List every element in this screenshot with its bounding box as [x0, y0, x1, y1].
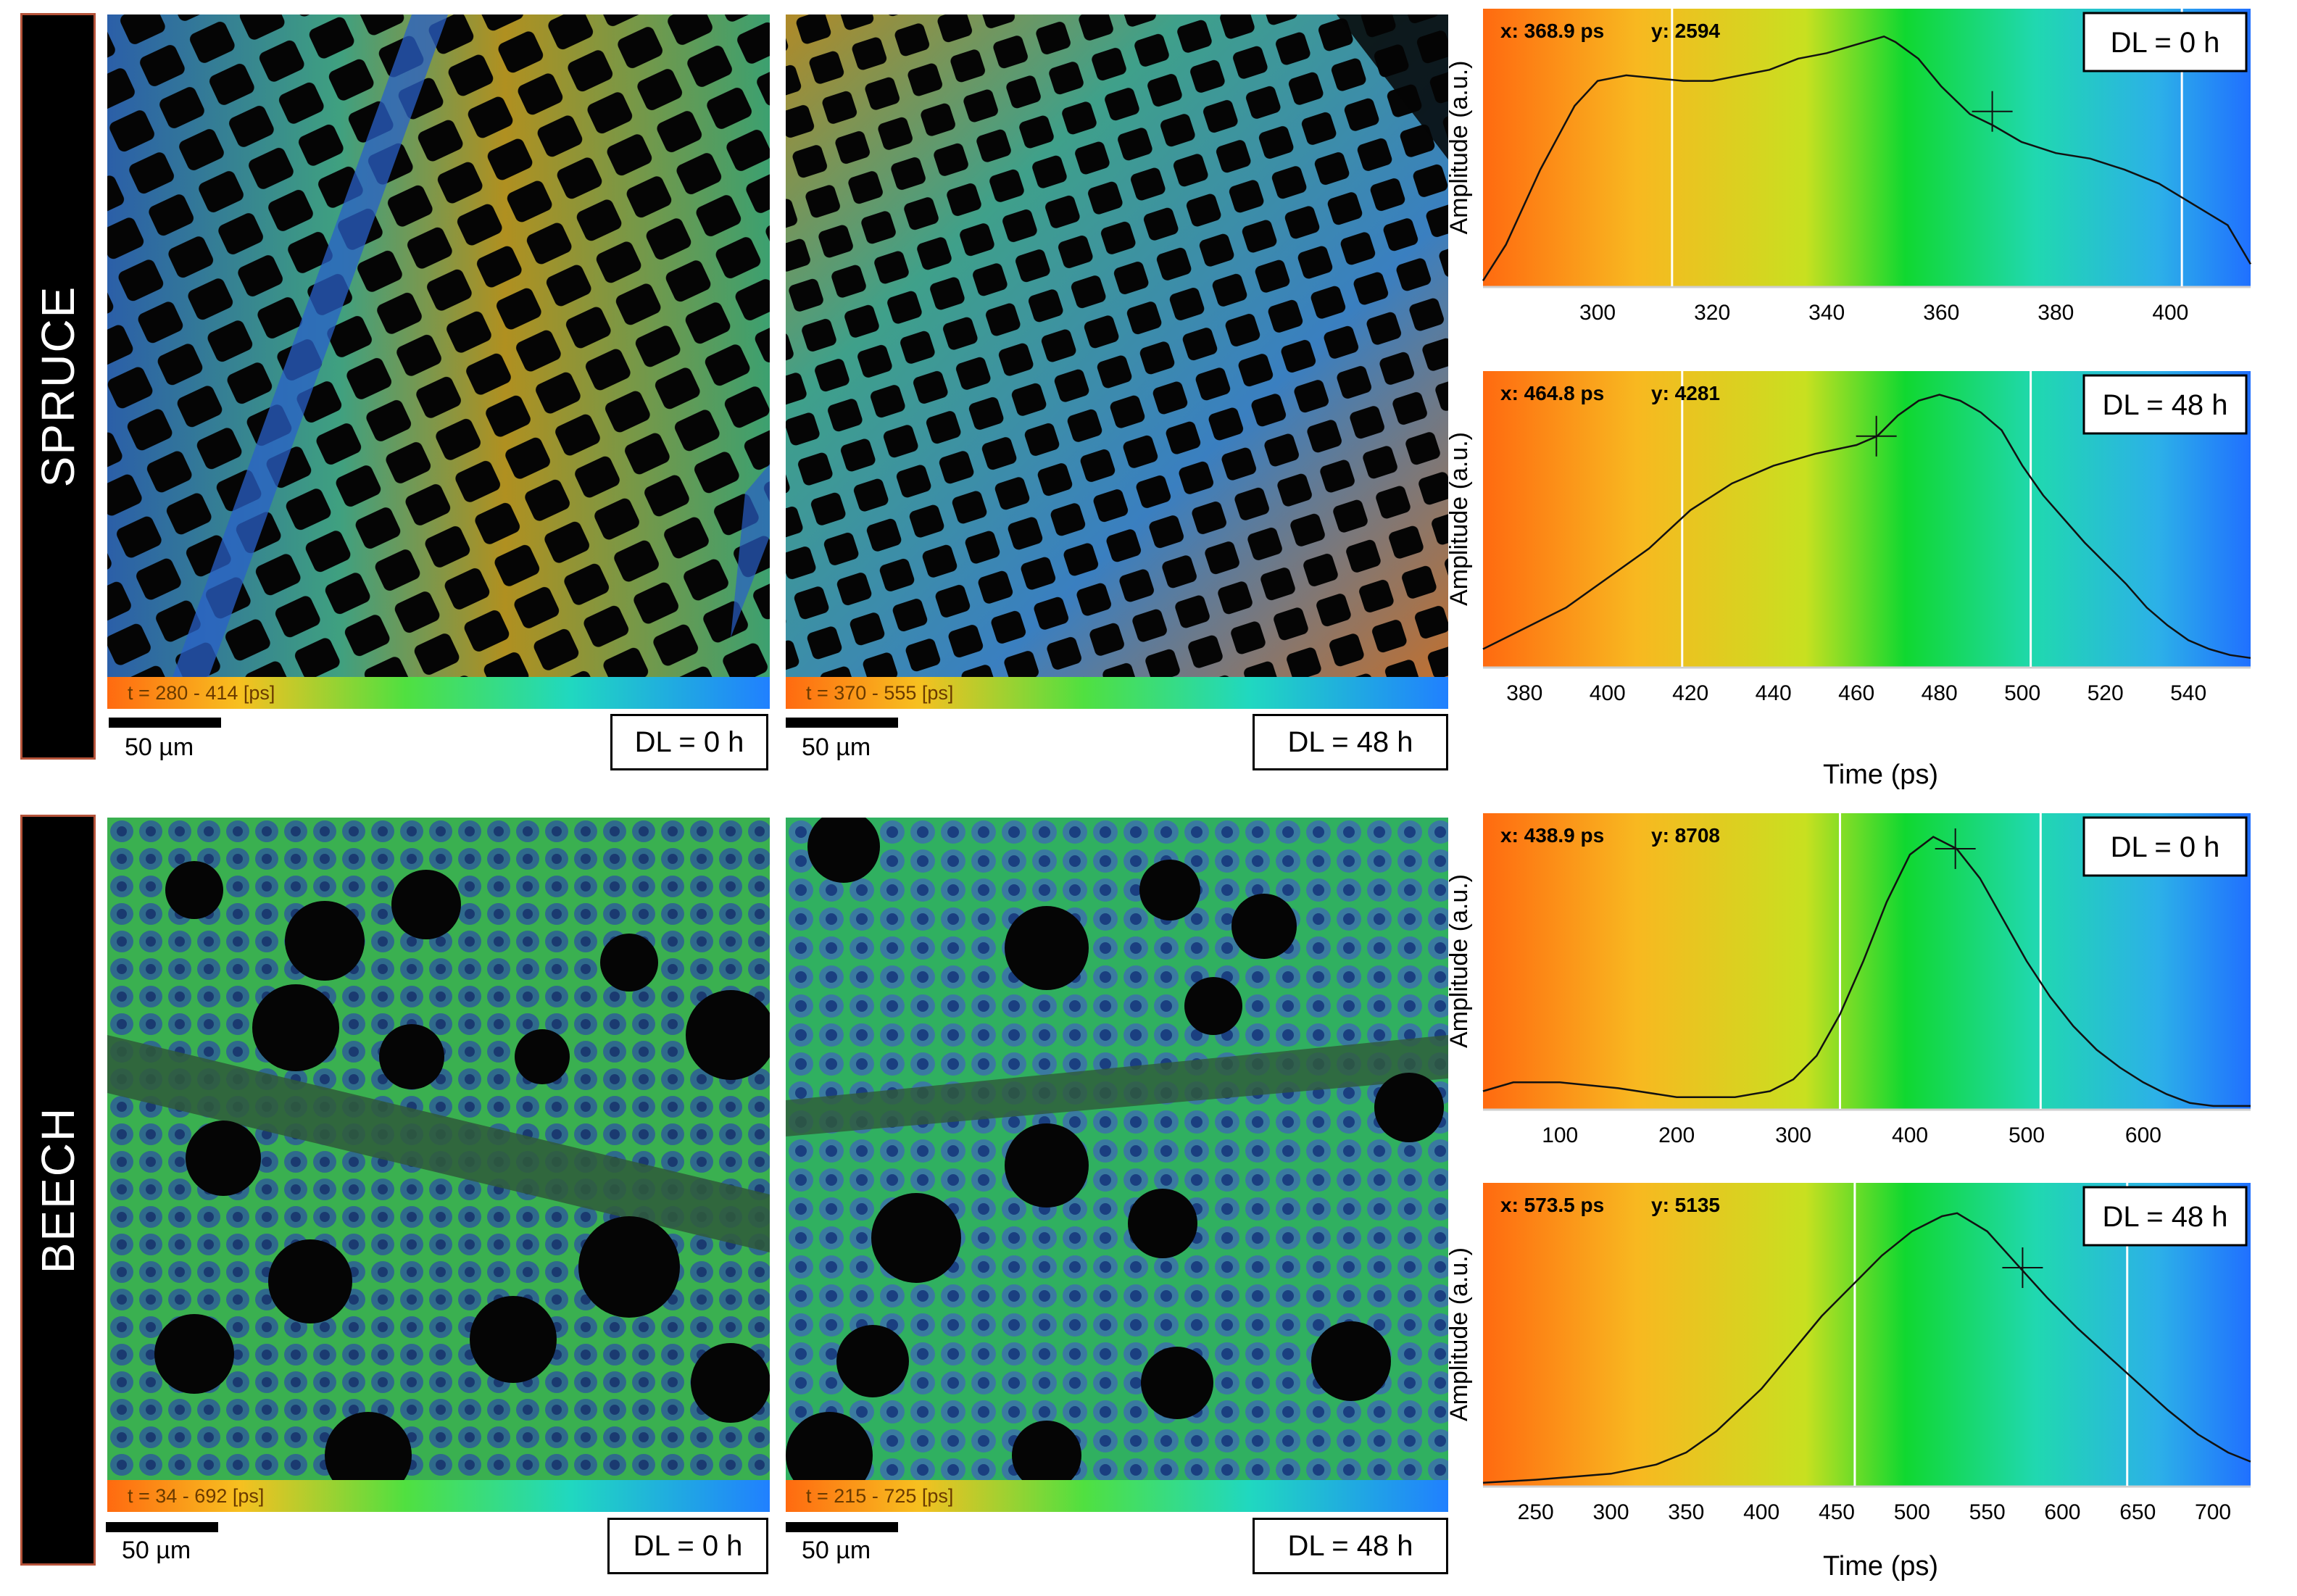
dl-label-box [2082, 1186, 2248, 1247]
scale-label: 50 µm [802, 1537, 871, 1564]
cursor-readout-y: y: 4281 [1651, 382, 1720, 404]
cursor-readout-y: y: 2594 [1651, 20, 1720, 42]
x-axis-title: Time (ps) [1823, 760, 1939, 790]
scale-bar [109, 718, 221, 728]
micrograph-spruce-0h [107, 14, 770, 677]
cursor-readout-x: x: 573.5 ps [1500, 1194, 1604, 1216]
x-tick-label: 600 [2125, 1123, 2161, 1147]
x-tick-label: 350 [1668, 1500, 1704, 1524]
species-label-beech: BEECH [20, 815, 96, 1566]
micrograph-spruce-48h [786, 14, 1448, 677]
y-axis-title: Amplitude (a.u.) [1445, 874, 1473, 1048]
dl-label-box [2082, 374, 2248, 435]
decay-curve [1482, 35, 2252, 281]
x-tick-label: 420 [1672, 681, 1708, 705]
x-tick-label: 500 [1894, 1500, 1930, 1524]
species-label-text: BEECH [32, 1106, 84, 1274]
lifetime-range: t = 215 - 725 [ps] [806, 1485, 954, 1507]
decay-chart-spruce-48h: 380 400 420 440 460 480 500 520 540 Amplitude (a.… [1442, 368, 2294, 723]
x-tick-label: 400 [1590, 681, 1626, 705]
x-tick-label: 300 [1579, 301, 1616, 325]
scale-label: 50 µm [125, 733, 194, 761]
chart-title: DL = 0 h [2111, 27, 2220, 59]
x-tick-label: 400 [1892, 1123, 1928, 1147]
x-tick-label: 460 [1838, 681, 1874, 705]
x-tick-label: 360 [1923, 301, 1959, 325]
x-tick-label: 400 [1743, 1500, 1779, 1524]
dl-label-box: DL = 0 h [607, 1518, 768, 1574]
dl-label-box: DL = 48 h [1253, 714, 1448, 770]
lifetime-colorbar: t = 215 - 725 [ps] [786, 1480, 1448, 1512]
dl-label-box: DL = 48 h [1253, 1518, 1448, 1574]
x-tick-label: 550 [1969, 1500, 2006, 1524]
x-tick-label: 100 [1542, 1123, 1578, 1147]
x-axis-title: Time (ps) [1823, 1551, 1939, 1582]
x-tick-label: 380 [2038, 301, 2074, 325]
chart-title: DL = 0 h [2111, 831, 2220, 863]
y-axis-title: Amplitude (a.u.) [1445, 432, 1473, 606]
x-tick-label: 500 [2009, 1123, 2045, 1147]
dl-label-box: DL = 0 h [610, 714, 768, 770]
scale-label: 50 µm [802, 733, 871, 761]
x-tick-label: 450 [1819, 1500, 1855, 1524]
scale-bar [786, 718, 898, 728]
cursor-readout-x: x: 438.9 ps [1500, 824, 1604, 847]
chart-title: DL = 48 h [2102, 1201, 2227, 1233]
x-tick-label: 700 [2195, 1500, 2231, 1524]
species-label-text: SPRUCE [32, 285, 84, 488]
x-tick-label: 250 [1518, 1500, 1554, 1524]
scale-bar [106, 1522, 218, 1532]
y-axis-title: Amplitude (a.u.) [1445, 61, 1473, 235]
decay-curve [1482, 394, 2251, 660]
lifetime-colorbar: t = 280 - 414 [ps] [107, 677, 770, 709]
species-label-spruce: SPRUCE [20, 13, 96, 760]
lifetime-range: t = 34 - 692 [ps] [128, 1485, 265, 1507]
lifetime-range: t = 280 - 414 [ps] [128, 682, 275, 704]
cursor-readout-y: y: 8708 [1651, 824, 1720, 847]
dl-label-box [2082, 816, 2248, 877]
x-tick-label: 480 [1922, 681, 1958, 705]
dl-label-box [2082, 12, 2248, 72]
x-tick-label: 440 [1756, 681, 1792, 705]
x-tick-label: 380 [1506, 681, 1542, 705]
decay-curve [1482, 1212, 2251, 1484]
scale-bar [786, 1522, 898, 1532]
y-axis-title: Amplitude (a.u.) [1445, 1247, 1473, 1421]
cursor-readout-x: x: 368.9 ps [1500, 20, 1604, 42]
x-tick-label: 500 [2004, 681, 2040, 705]
decay-chart-spruce-0h: 300 320 340 360 380 400 Amplitude (a.u.) x: 368… [1442, 6, 2294, 343]
x-tick-label: 650 [2119, 1500, 2156, 1524]
x-tick-label: 540 [2170, 681, 2206, 705]
x-tick-label: 320 [1694, 301, 1730, 325]
cursor-readout-x: x: 464.8 ps [1500, 382, 1604, 404]
x-tick-label: 340 [1808, 301, 1845, 325]
x-tick-label: 600 [2044, 1500, 2080, 1524]
x-tick-label: 300 [1592, 1500, 1629, 1524]
micrograph-beech-0h [107, 818, 770, 1480]
micrograph-beech-48h [786, 818, 1448, 1480]
x-tick-label: 520 [2088, 681, 2124, 705]
x-tick-label: 300 [1775, 1123, 1811, 1147]
scale-label: 50 µm [122, 1537, 191, 1564]
chart-title: DL = 48 h [2102, 389, 2227, 421]
decay-curve [1482, 836, 2251, 1107]
cursor-readout-y: y: 5135 [1651, 1194, 1720, 1216]
decay-chart-beech-0h: 100 200 300 400 500 600 Amplitude (a.u.) x: 438… [1442, 810, 2294, 1165]
lifetime-range: t = 370 - 555 [ps] [806, 682, 954, 704]
x-tick-label: 200 [1658, 1123, 1695, 1147]
x-tick-label: 400 [2152, 301, 2188, 325]
lifetime-colorbar: t = 34 - 692 [ps] [107, 1480, 770, 1512]
decay-chart-beech-48h: 250 300 350 400 450 500 550 600 650 700 Amplitude … [1442, 1180, 2294, 1542]
lifetime-colorbar: t = 370 - 555 [ps] [786, 677, 1448, 709]
